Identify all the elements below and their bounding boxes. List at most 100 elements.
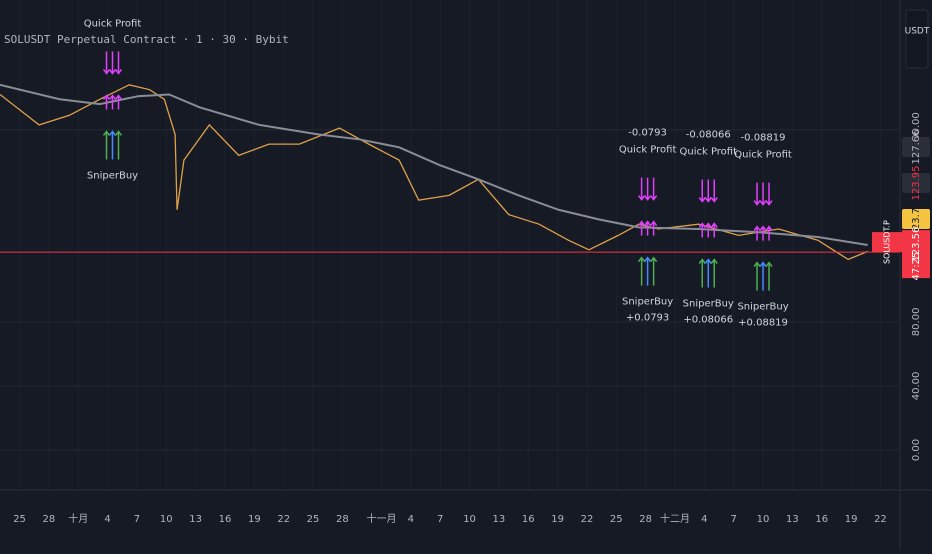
signal-arrow-head [108,94,117,100]
x-tick-label: 19 [845,514,858,525]
signal-arrow-head [765,225,773,232]
x-tick-label: 25 [610,514,623,525]
y-tick-label: 40.00 [911,372,922,401]
grid [0,129,900,451]
price-badge-label: 123.77 [911,202,922,237]
x-tick-label: 19 [248,514,261,525]
signal-arrow-head [759,261,767,268]
trade-loss: -0.08066 [686,130,731,141]
signal-arrow-head [753,225,761,232]
signal-arrow-head [638,256,646,263]
last-price-value-badge [902,230,930,279]
signal-arrow-head [114,69,123,75]
trade-signal: Quick Profit SniperBuy [84,18,142,181]
x-tick-label: 22 [277,514,290,525]
signal-arrow-head [108,69,117,75]
price-line [0,84,868,261]
x-tick-label: 19 [551,514,564,525]
y-tick-label: 0.00 [911,439,922,461]
signal-arrow-head [710,222,718,228]
signal-arrow-head [765,261,773,268]
x-tick-label: 13 [189,514,202,525]
trade-buy: SniperBuy [622,297,673,308]
signal-arrow-head [114,94,123,100]
trade-gain: +0.08066 [683,315,733,326]
trade-buy: SniperBuy [87,170,138,181]
signal-arrow-head [638,220,646,227]
currency-box [905,9,929,69]
signal-arrow-head [650,256,658,263]
signal-arrow-head [710,258,718,264]
signal-arrow-head [698,258,706,264]
trade-label: Quick Profit [679,147,737,158]
trade-buy: SniperBuy [683,299,734,310]
moving-average-line [0,83,868,246]
trade-buy: SniperBuy [737,302,788,313]
trade-loss: -0.0793 [628,128,667,139]
trade-signal: -0.08066 Quick Profit SniperBuy +0.08066 [679,130,737,326]
signal-arrow-head [759,225,767,232]
signal-arrow-head [753,261,761,268]
x-tick-label: 十月 [68,512,88,525]
price-badge-label: 123.95 [911,166,922,201]
x-tick-label: 16 [815,514,828,525]
x-tick-label: 28 [639,514,652,525]
x-tick-label: 25 [307,514,320,525]
signal-arrow-head [698,222,706,228]
x-tick-label: 10 [757,514,770,525]
signal-arrow-head [704,222,712,228]
price-axis: 25 28 十月 4 7 10 13 16 19 22 25 28 十一月 4 7 10 13 16 19 22 25 2… [13,112,930,525]
x-tick-label: 13 [786,514,799,525]
last-price-badge [872,232,902,253]
x-tick-label: 4 [408,514,414,525]
x-tick-label: 十二月 [660,512,690,525]
trade-label: Quick Profit [84,18,142,29]
x-tick-label: 22 [581,514,594,525]
signal-arrow-head [759,200,767,206]
currency: USDT [905,27,930,37]
signal-arrow-head [108,130,117,136]
price-badge [902,173,930,193]
trade-label: Quick Profit [619,145,677,156]
signal-arrow-head [102,69,111,75]
signal-arrow-head [650,195,658,201]
signal-arrow-head [704,258,712,264]
signal-arrow-head [753,200,761,206]
plot-area: Quick Profit SniperBuy -0.0793 Quick Profit… [0,18,900,329]
x-tick-label: 7 [731,514,737,525]
trade-signal: -0.0793 Quick Profit SniperBuy +0.0793 [619,128,677,324]
y-tick-label: 200.00 [911,112,922,147]
y-tick-label: 80.00 [911,308,922,337]
x-tick-label: 25 [13,514,26,525]
x-tick-label: 7 [437,514,443,525]
signal-arrow-head [644,195,652,201]
signal-arrow-head [698,197,706,203]
signal-arrow-head [650,220,658,227]
trade-label: Quick Profit [734,150,792,161]
price-badge-label: 127.66 [911,130,922,165]
x-tick-label: 13 [493,514,506,525]
chart-title: SOLUSDT Perpetual Contract · 1 · 30 · By… [4,33,289,46]
last-price-name: SOLUSDT.P [883,220,892,264]
x-tick-label: 10 [463,514,476,525]
x-tick-label: 28 [336,514,349,525]
price-badge [902,209,930,229]
x-tick-label: 22 [874,514,887,525]
signal-arrow-head [102,130,111,136]
signal-arrow-head [765,200,773,206]
signal-arrow-head [102,94,111,100]
price-badge [902,137,930,157]
trade-signal: -0.08819 Quick Profit SniperBuy +0.08819 [734,133,792,329]
x-tick-label: 7 [134,514,140,525]
signal-arrow-head [644,220,652,227]
countdown: 47:25 [911,252,922,281]
signal-arrow-head [114,130,123,136]
x-tick-label: 16 [219,514,232,525]
trade-loss: -0.08819 [741,133,786,144]
trade-gain: +0.08819 [738,318,788,329]
x-tick-label: 4 [701,514,707,525]
signal-arrow-head [644,256,652,263]
